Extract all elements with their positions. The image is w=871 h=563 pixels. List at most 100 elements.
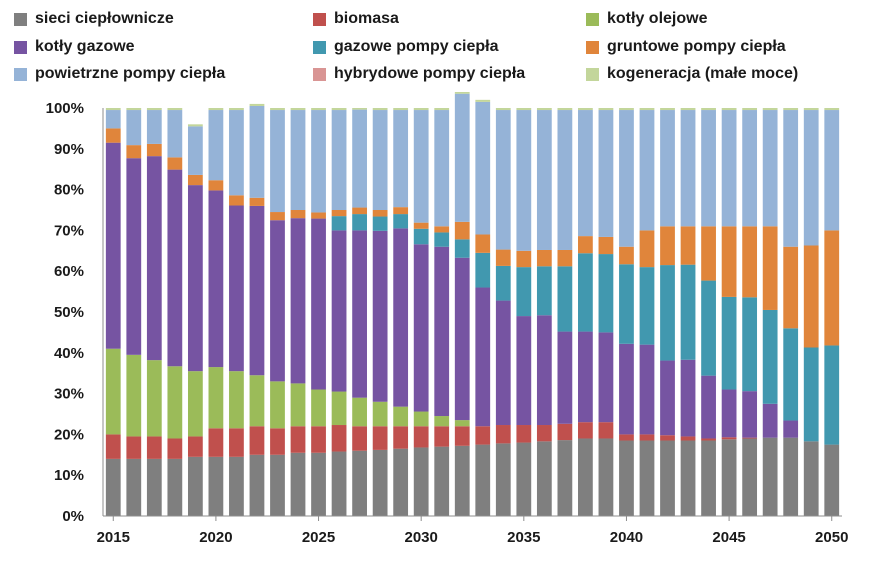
bar-segment-biomasa-2026 (331, 425, 347, 452)
x-tick-label: 2040 (610, 529, 643, 546)
bar-segment-kotly-gazowe-2040 (619, 343, 634, 435)
legend-item-kotly-gazowe: kotły gazowe (14, 36, 135, 58)
legend-swatch (313, 12, 326, 26)
bar-segment-kotly-gazowe-2016 (126, 158, 142, 355)
bar-segment-gruntowe-pompy-ciepla-2022 (249, 197, 265, 206)
bar-segment-kogeneracja-male-moce-2037 (557, 108, 573, 111)
bar-segment-gruntowe-pompy-ciepla-2023 (270, 212, 285, 221)
y-tick-label: 20% (54, 426, 84, 443)
bar-segment-biomasa-2023 (270, 428, 285, 455)
bar-segment-powietrzne-pompy-ciepla-2034 (495, 110, 511, 250)
bar-segment-kogeneracja-male-moce-2025 (311, 108, 326, 111)
bar-segment-gruntowe-pompy-ciepla-2032 (454, 221, 470, 240)
bar-segment-gruntowe-pompy-ciepla-2025 (311, 212, 326, 219)
bar-segment-kotly-gazowe-2035 (516, 316, 532, 426)
bar-segment-kogeneracja-male-moce-2019 (187, 124, 203, 127)
y-tick-label: 40% (54, 345, 84, 362)
bar-segment-biomasa-2020 (208, 428, 224, 457)
bar-segment-powietrzne-pompy-ciepla-2043 (680, 110, 696, 227)
bar-segment-kogeneracja-male-moce-2030 (413, 108, 429, 111)
bar-segment-powietrzne-pompy-ciepla-2045 (721, 110, 737, 227)
bar-segment-sieci-cieplownicze-2040 (619, 440, 634, 516)
legend-swatch (14, 12, 27, 26)
bar-segment-powietrzne-pompy-ciepla-2025 (311, 110, 326, 213)
bar-segment-biomasa-2017 (146, 436, 162, 459)
bar-segment-kotly-gazowe-2033 (475, 287, 491, 427)
bar-segment-gazowe-pompy-ciepla-2037 (557, 266, 573, 332)
bar-segment-kotly-gazowe-2021 (229, 205, 244, 372)
bar-segment-powietrzne-pompy-ciepla-2048 (783, 110, 799, 247)
bar-segment-kogeneracja-male-moce-2023 (270, 108, 285, 111)
legend-label: kotły olejowe (607, 10, 708, 27)
legend-item-kotly-olejowe: kotły olejowe (586, 8, 707, 30)
bar-segment-sieci-cieplownicze-2049 (803, 441, 819, 516)
legend-item-hybrydowe-pompy-ciepla: hybrydowe pompy ciepła (313, 63, 525, 85)
bar-segment-gruntowe-pompy-ciepla-2040 (619, 246, 634, 265)
x-tick-label: 2030 (404, 529, 437, 546)
bar-segment-sieci-cieplownicze-2034 (495, 443, 511, 516)
bar-segment-kotly-olejowe-2025 (311, 389, 326, 427)
bar-segment-powietrzne-pompy-ciepla-2035 (516, 110, 532, 251)
bar-segment-kotly-olejowe-2026 (331, 391, 347, 426)
bar-segment-sieci-cieplownicze-2015 (105, 458, 121, 516)
bar-segment-gruntowe-pompy-ciepla-2017 (146, 143, 162, 157)
bar-segment-gruntowe-pompy-ciepla-2041 (639, 230, 655, 268)
x-tick-label: 2025 (302, 529, 335, 546)
x-tick-label: 2035 (507, 529, 540, 546)
bar-segment-kotly-olejowe-2021 (229, 371, 244, 429)
bar-segment-kotly-gazowe-2017 (146, 156, 162, 361)
bar-segment-sieci-cieplownicze-2044 (701, 440, 716, 516)
bar-segment-kotly-gazowe-2048 (783, 420, 799, 438)
bar-segment-powietrzne-pompy-ciepla-2031 (434, 110, 450, 227)
bar-segment-powietrzne-pompy-ciepla-2022 (249, 105, 265, 198)
bar-segment-sieci-cieplownicze-2022 (249, 454, 265, 516)
legend-swatch (313, 40, 326, 54)
bar-segment-powietrzne-pompy-ciepla-2041 (639, 110, 655, 231)
bar-segment-gruntowe-pompy-ciepla-2036 (536, 249, 552, 267)
bar-segment-kogeneracja-male-moce-2031 (434, 108, 450, 111)
legend-label: gazowe pompy ciepła (334, 38, 499, 55)
bar-segment-gruntowe-pompy-ciepla-2045 (721, 226, 737, 297)
bar-segment-kogeneracja-male-moce-2017 (146, 108, 162, 111)
bar-segment-kotly-gazowe-2028 (372, 230, 388, 402)
x-tick-label: 2015 (97, 529, 130, 546)
bar-segment-kotly-olejowe-2019 (187, 371, 203, 437)
bar-segment-gruntowe-pompy-ciepla-2019 (187, 174, 203, 186)
bar-segment-sieci-cieplownicze-2027 (352, 450, 367, 516)
bars (105, 92, 840, 516)
bar-segment-sieci-cieplownicze-2046 (742, 438, 758, 516)
bar-segment-powietrzne-pompy-ciepla-2036 (536, 110, 552, 250)
bar-segment-biomasa-2032 (454, 426, 470, 446)
bar-segment-sieci-cieplownicze-2048 (783, 437, 799, 516)
bar-segment-biomasa-2031 (434, 426, 450, 447)
bar-segment-biomasa-2045 (721, 437, 737, 440)
bar-segment-biomasa-2019 (187, 436, 203, 457)
bar-segment-sieci-cieplownicze-2025 (311, 452, 326, 516)
bar-segment-kogeneracja-male-moce-2022 (249, 103, 265, 106)
bar-segment-gazowe-pompy-ciepla-2027 (352, 214, 367, 231)
bar-segment-sieci-cieplownicze-2033 (475, 444, 491, 516)
bar-segment-kogeneracja-male-moce-2047 (762, 108, 778, 111)
bar-segment-sieci-cieplownicze-2039 (598, 438, 614, 516)
legend: sieci ciepłownicze biomasa kotły olejowe ko… (0, 0, 871, 92)
bar-segment-sieci-cieplownicze-2036 (536, 441, 552, 516)
legend-swatch (586, 67, 599, 81)
bar-segment-kotly-gazowe-2025 (311, 218, 326, 390)
bar-segment-kogeneracja-male-moce-2032 (454, 92, 470, 94)
bar-segment-gruntowe-pompy-ciepla-2030 (413, 222, 429, 229)
bar-segment-kotly-gazowe-2044 (701, 375, 716, 439)
bar-segment-sieci-cieplownicze-2026 (331, 451, 347, 516)
bar-segment-kotly-gazowe-2020 (208, 190, 224, 368)
bar-segment-kotly-gazowe-2036 (536, 315, 552, 426)
bar-segment-powietrzne-pompy-ciepla-2019 (187, 126, 203, 175)
bar-segment-gazowe-pompy-ciepla-2032 (454, 239, 470, 258)
bar-segment-gruntowe-pompy-ciepla-2018 (167, 157, 183, 170)
y-tick-label: 100% (46, 100, 84, 117)
bar-segment-powietrzne-pompy-ciepla-2027 (352, 109, 367, 208)
bar-segment-gruntowe-pompy-ciepla-2037 (557, 249, 573, 267)
bar-segment-kotly-olejowe-2017 (146, 360, 162, 437)
bar-segment-kotly-olejowe-2028 (372, 401, 388, 427)
bar-segment-kogeneracja-male-moce-2036 (536, 108, 552, 111)
bar-segment-gruntowe-pompy-ciepla-2015 (105, 128, 121, 143)
bar-segment-kotly-olejowe-2027 (352, 397, 367, 427)
